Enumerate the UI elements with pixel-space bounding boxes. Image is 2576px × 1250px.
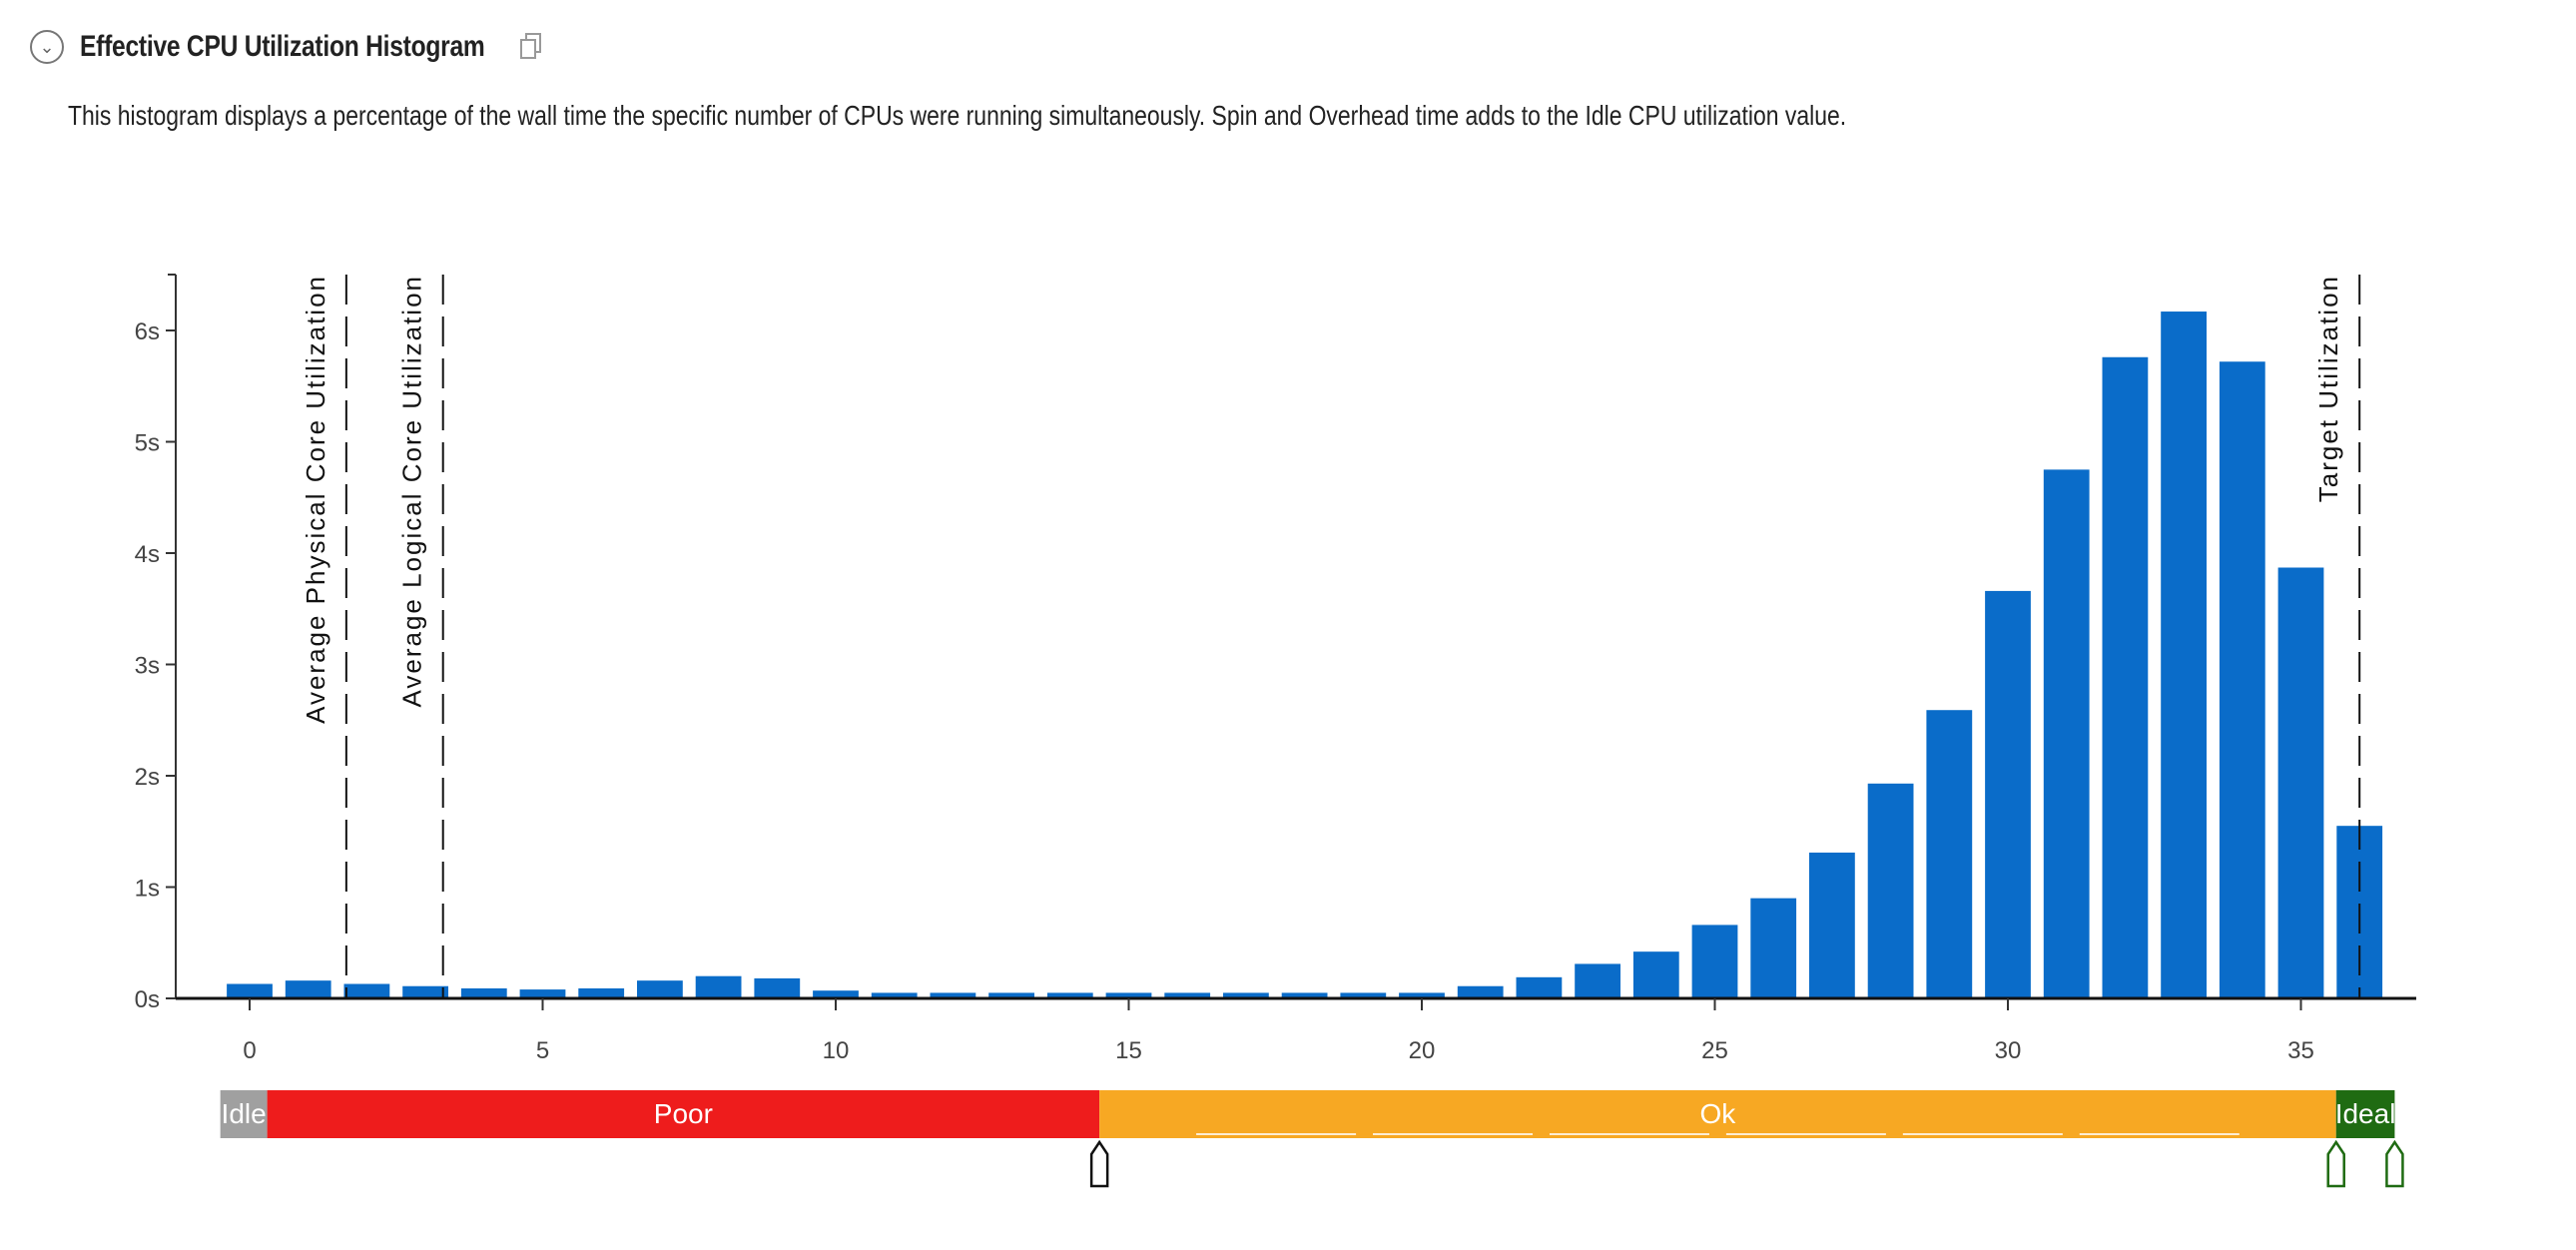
- histogram-bar: [402, 985, 448, 998]
- x-tick-label: 10: [823, 1037, 850, 1064]
- histogram-bar: [695, 975, 742, 998]
- histogram-bar: [2219, 361, 2265, 999]
- histogram-bar: [1223, 992, 1269, 998]
- utilization-band-label: Poor: [654, 1098, 713, 1129]
- x-tick-label: 30: [1995, 1037, 2022, 1064]
- section-description: This histogram displays a percentage of …: [68, 100, 1847, 131]
- x-tick-label: 35: [2287, 1037, 2314, 1064]
- copy-icon[interactable]: [518, 32, 544, 62]
- x-tick-label: 15: [1115, 1037, 1142, 1064]
- histogram-bar: [754, 977, 801, 998]
- histogram-bar: [1281, 992, 1328, 998]
- histogram-bar: [637, 980, 683, 998]
- x-tick-label: 0: [243, 1037, 256, 1064]
- histogram-bar: [1399, 992, 1445, 998]
- utilization-band: [220, 1090, 268, 1138]
- histogram-bar: [1575, 963, 1620, 998]
- histogram-bar: [460, 987, 507, 998]
- histogram-bar: [343, 983, 390, 998]
- histogram-bar: [285, 980, 331, 998]
- y-tick-label: 1s: [135, 876, 160, 903]
- y-tick-label: 6s: [135, 318, 160, 345]
- histogram-bar: [988, 992, 1034, 998]
- histogram-bar: [871, 992, 918, 998]
- x-tick-label: 20: [1409, 1037, 1436, 1064]
- histogram-bar: [1632, 951, 1679, 998]
- histogram-bar: [2102, 356, 2149, 998]
- histogram-bar: [519, 989, 566, 998]
- threshold-handle[interactable]: [2326, 1139, 2345, 1188]
- histogram-bar: [930, 992, 976, 998]
- utilization-band: [1099, 1090, 2336, 1138]
- histogram-bar: [1926, 710, 1973, 998]
- histogram-bar: [1985, 590, 2031, 998]
- histogram-bar: [1105, 992, 1152, 998]
- y-tick-label: 2s: [135, 764, 160, 791]
- histogram-bar: [2277, 567, 2324, 998]
- chevron-down-circle-icon[interactable]: ⌄: [30, 30, 64, 64]
- utilization-band-label: Idle: [222, 1098, 267, 1129]
- histogram-bar: [813, 990, 859, 998]
- utilization-band-label: Ok: [1700, 1098, 1737, 1129]
- y-tick-label: 4s: [135, 541, 160, 568]
- histogram-bar: [1691, 925, 1738, 998]
- histogram-bar: [1340, 992, 1387, 998]
- x-tick-label: 25: [1701, 1037, 1728, 1064]
- threshold-handle[interactable]: [2385, 1139, 2404, 1188]
- x-tick-label: 5: [536, 1037, 549, 1064]
- histogram-bar: [227, 983, 273, 998]
- threshold-handle[interactable]: [1089, 1139, 1109, 1188]
- y-tick-label: 0s: [135, 986, 160, 1013]
- utilization-band: [267, 1090, 1100, 1138]
- section-title: Effective CPU Utilization Histogram: [80, 30, 485, 63]
- histogram-bar: [1046, 992, 1093, 998]
- histogram-bar: [1867, 783, 1914, 998]
- y-tick-label: 3s: [135, 653, 160, 680]
- y-tick-label: 5s: [135, 430, 160, 457]
- histogram-bar: [1809, 852, 1855, 998]
- reference-line-label: Average Physical Core Utilization: [301, 275, 330, 724]
- reference-line-label: Average Logical Core Utilization: [397, 275, 427, 708]
- histogram-header: ⌄ Effective CPU Utilization Histogram: [30, 30, 544, 64]
- histogram-bar: [1457, 985, 1504, 998]
- histogram-bar: [1750, 898, 1797, 998]
- histogram-bar: [578, 987, 625, 998]
- histogram-bar: [2043, 469, 2090, 998]
- reference-line-label: Target Utilization: [2313, 275, 2343, 502]
- histogram-bar: [1164, 992, 1211, 998]
- utilization-band: [2335, 1090, 2395, 1138]
- utilization-band-label: Ideal: [2335, 1098, 2396, 1129]
- histogram-bar: [2161, 312, 2207, 998]
- histogram-bar: [1516, 976, 1563, 998]
